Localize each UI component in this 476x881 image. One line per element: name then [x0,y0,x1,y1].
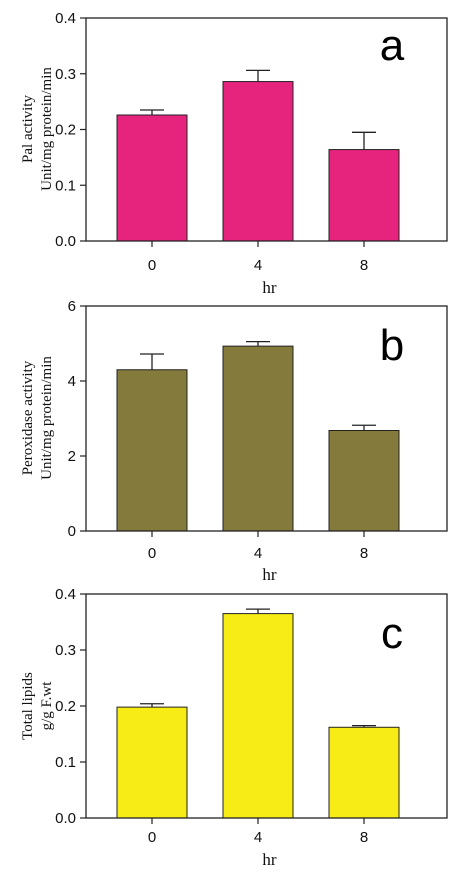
panel-c-errorbar-0 [140,703,164,708]
panel-a: 0 4 8 0.0 0.1 0.2 0.3 0.4 hr Pal activity Unit/mg … [20,10,448,297]
panel-b-bar-4 [222,345,294,532]
panel-a-ylabel-line-1: Pal activity [20,95,36,163]
panel-b-errorbar-4 [246,340,270,347]
panel-a-errorbar-4 [246,69,270,82]
panel-c-ytick-label-0: 0.0 [55,810,76,827]
panel-a-bar-4 [222,81,294,242]
panel-b-errorbar-8 [352,424,376,431]
panel-a-errorbar-8 [352,131,376,150]
panel-a-ytick-label-1: 0.1 [55,177,76,194]
panel-b-ytick-label-0: 0 [68,523,76,540]
panel-c-ytick-label-3: 0.3 [55,642,76,659]
panel-c-xtick-label-0: 0 [148,829,156,846]
panel-c-xtick-label-8: 8 [360,829,368,846]
panel-b-xtick-label-8: 8 [360,545,368,562]
panel-b-bar-8 [328,430,400,532]
panel-c-bar-4 [222,613,294,819]
panel-b-xlabel: hr [262,565,277,584]
panel-c-ylabel-line-2: g/g F.wt [39,681,55,731]
panel-a-ytick-label-3: 0.3 [55,66,76,83]
panel-a-bar-8 [328,149,400,242]
panel-a-bar-0 [116,114,188,242]
panel-c: 0 4 8 0.0 0.1 0.2 0.3 0.4 hr Total lipids g/g F.wt… [20,586,448,869]
panel-a-letter: a [380,21,405,70]
panel-c-bar-8 [328,726,400,819]
panel-c-ytick-label-1: 0.1 [55,754,76,771]
panel-b-bar-0 [116,369,188,532]
panel-a-ytick-label-0: 0.0 [55,233,76,250]
panel-c-errorbar-4 [246,608,270,614]
panel-b: 0 4 8 0 2 4 6 hr Peroxidase activity Unit/mg prot… [20,298,448,584]
panel-c-ytick-label-4: 0.4 [55,586,76,603]
panel-a-xtick-label-0: 0 [148,257,156,274]
panel-c-ylabel-line-1: Total lipids [20,672,36,740]
panel-b-ytick-label-1: 2 [68,448,76,465]
panel-a-ytick-label-2: 0.2 [55,122,76,139]
panel-a-xlabel: hr [262,278,277,297]
panel-a-xtick-label-4: 4 [254,257,262,274]
panel-b-plot-frame [85,305,448,532]
panel-c-bar-0 [116,706,188,819]
panel-c-xlabel: hr [262,850,277,869]
panel-a-xtick-label-8: 8 [360,257,368,274]
panel-b-xtick-label-0: 0 [148,545,156,562]
panel-c-ytick-label-2: 0.2 [55,698,76,715]
panel-b-ylabel-line-2: Unit/mg protein/min [39,356,55,480]
panel-b-errorbar-0 [140,353,164,370]
panel-a-errorbar-0 [140,109,164,116]
panel-b-letter: b [380,321,404,370]
panel-c-errorbar-8 [352,724,376,728]
panel-a-ytick-label-4: 0.4 [55,10,76,27]
panel-c-xtick-label-4: 4 [254,829,262,846]
panel-c-letter: c [381,609,403,658]
panel-b-xtick-label-4: 4 [254,545,262,562]
panel-b-ytick-label-2: 4 [68,373,76,390]
panel-b-ylabel-line-1: Peroxidase activity [20,360,36,475]
panel-b-ytick-label-3: 6 [68,298,76,315]
panel-a-ylabel-line-2: Unit/mg protein/min [39,67,55,191]
